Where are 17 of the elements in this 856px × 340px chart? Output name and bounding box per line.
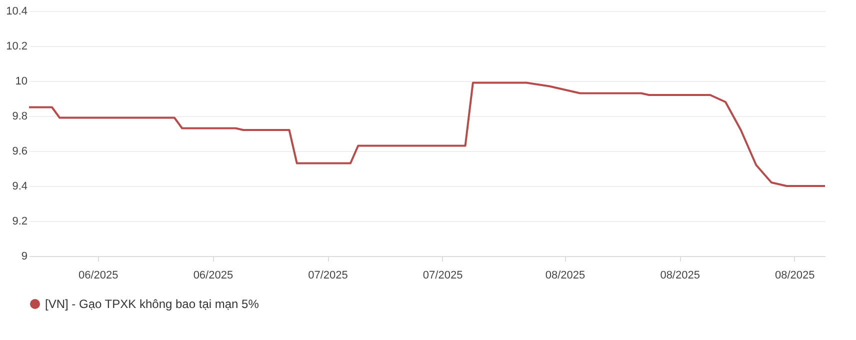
- line-series: [28, 82, 826, 187]
- x-tick-label: 06/2025: [193, 270, 234, 282]
- x-tick-label: 08/2025: [775, 270, 815, 282]
- y-tick-label: 9.8: [12, 110, 28, 122]
- y-tick-label: 9: [21, 250, 28, 262]
- y-tick-label: 10: [15, 76, 28, 88]
- x-tick-label: 07/2025: [308, 270, 348, 282]
- x-tick-label: 08/2025: [660, 270, 700, 282]
- y-tick-label: 9.6: [12, 146, 28, 158]
- y-tick-label: 10.4: [6, 6, 28, 18]
- x-tick-label: 07/2025: [422, 270, 463, 282]
- y-tick-label: 10.2: [6, 40, 28, 52]
- y-tick-label: 9.4: [12, 180, 28, 192]
- y-tick-label: 9.2: [12, 216, 28, 228]
- x-tick-label: 06/2025: [78, 270, 118, 282]
- legend-label: [VN] - Gạo TPXK không bao tại mạn 5%: [45, 297, 260, 311]
- x-tick-label: 08/2025: [545, 270, 586, 282]
